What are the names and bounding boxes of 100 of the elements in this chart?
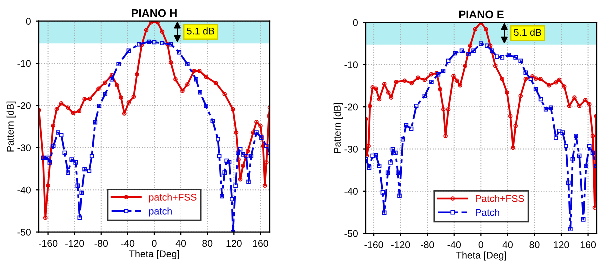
y-tick-label: 0	[26, 18, 31, 25]
point	[374, 86, 378, 92]
point	[160, 30, 165, 34]
point	[567, 104, 572, 108]
x-tick-label: -160	[364, 242, 384, 248]
point	[410, 81, 414, 86]
point	[152, 40, 157, 45]
point	[126, 48, 132, 54]
point	[514, 56, 518, 60]
point	[51, 144, 56, 148]
point	[74, 160, 78, 165]
x-tick-label: -160	[38, 240, 58, 248]
point	[236, 150, 240, 156]
point	[220, 194, 224, 199]
point	[505, 90, 510, 95]
line-series	[366, 42, 597, 232]
point	[564, 144, 568, 148]
point	[506, 53, 512, 58]
y-tick-label: -10	[18, 60, 31, 68]
chart-title: PIANO H	[132, 9, 177, 18]
point	[62, 150, 68, 156]
point	[574, 134, 578, 138]
point	[222, 92, 228, 96]
point	[416, 76, 420, 80]
y-tick-label: -50	[344, 230, 358, 238]
point	[80, 190, 84, 196]
point	[43, 216, 48, 220]
point	[592, 206, 597, 210]
x-tick-label: 80	[202, 240, 213, 248]
point	[77, 109, 82, 114]
point	[224, 158, 230, 164]
point	[568, 227, 573, 232]
x-axis-title: Theta [Deg]	[456, 252, 506, 261]
point	[370, 86, 375, 90]
point	[51, 124, 56, 128]
point	[260, 136, 264, 140]
point	[377, 97, 382, 102]
point	[160, 41, 165, 46]
x-tick-label: 120	[554, 242, 570, 248]
point	[76, 184, 80, 188]
point	[409, 126, 414, 132]
point	[264, 144, 269, 148]
point	[135, 72, 140, 77]
legend-label: patch	[149, 208, 172, 217]
point	[458, 83, 463, 88]
y-tick-label: -10	[344, 62, 358, 68]
point	[231, 107, 236, 112]
point	[66, 170, 70, 175]
y-tick-label: -40	[18, 186, 31, 194]
point	[116, 62, 122, 67]
point	[511, 146, 516, 150]
y-axis-title: Pattern [dB]	[334, 103, 343, 154]
point	[377, 164, 382, 168]
point	[554, 136, 558, 140]
point	[204, 74, 208, 80]
point	[528, 77, 534, 82]
point	[524, 70, 528, 76]
point	[402, 78, 407, 84]
point	[45, 156, 50, 160]
y-tick-label: -30	[18, 144, 31, 152]
point	[530, 74, 535, 79]
point	[479, 42, 484, 46]
point	[59, 133, 64, 138]
point	[204, 104, 208, 108]
point	[570, 157, 576, 162]
point	[244, 154, 249, 159]
x-tick-label: 120	[226, 240, 242, 248]
point	[168, 60, 174, 65]
y-tick-label: -40	[344, 188, 358, 196]
point	[466, 52, 471, 56]
point	[446, 107, 451, 112]
point	[414, 104, 419, 108]
point	[508, 114, 513, 119]
point	[554, 80, 558, 85]
point	[514, 124, 518, 128]
point	[174, 77, 178, 82]
y-tick-label: -20	[18, 102, 31, 110]
point	[500, 77, 505, 82]
point	[463, 64, 468, 68]
x-tick-label: -80	[94, 240, 108, 248]
point	[103, 92, 108, 96]
point	[78, 216, 82, 220]
point	[110, 77, 114, 82]
x-tick-label: 0	[478, 242, 484, 248]
point	[460, 48, 464, 54]
point	[82, 167, 87, 172]
point	[186, 82, 190, 87]
point	[137, 42, 142, 47]
x-tick-label: -120	[392, 242, 410, 248]
point	[495, 54, 500, 60]
point	[87, 168, 92, 174]
point	[147, 40, 152, 44]
point	[442, 107, 446, 112]
point	[400, 137, 406, 142]
point	[210, 119, 216, 124]
point	[97, 104, 102, 108]
point	[396, 170, 400, 176]
point	[446, 58, 451, 64]
point	[261, 144, 266, 148]
point	[382, 210, 387, 216]
